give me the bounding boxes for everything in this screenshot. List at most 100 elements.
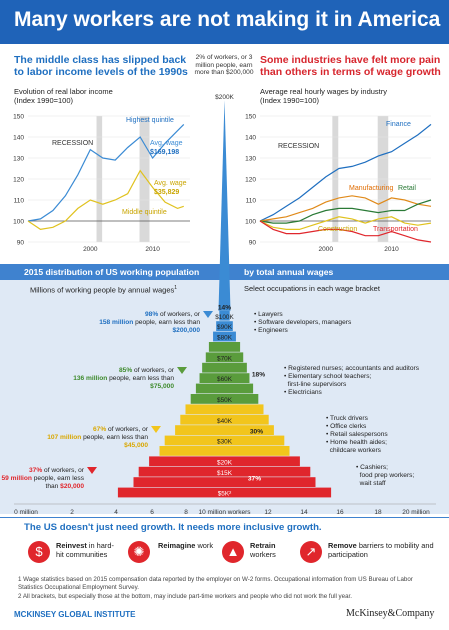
inclusive-title: The US doesn't just need growth. It need… — [24, 522, 322, 533]
occupation-item: • Truck drivers — [326, 415, 368, 422]
series-line-highest-quintile — [27, 123, 185, 222]
pyramid-x-tick: 8 — [184, 509, 188, 516]
pyramid-top-label: $200K — [215, 94, 234, 101]
callout-85-rest: people, earn less than — [107, 375, 174, 382]
pyramid-tick-label: $80K — [217, 335, 233, 342]
pyramid-bar — [149, 456, 300, 467]
y-tick-label: 100 — [245, 219, 256, 226]
pyramid-bar — [164, 435, 285, 446]
pyramid-tick-label: $40K — [217, 418, 233, 425]
occupations-80k-200k: • Lawyers • Software developers, manager… — [254, 311, 351, 335]
left-chart-index-note: (Index 1990=100) — [14, 96, 74, 105]
callout-85-amt: $75,000 — [150, 383, 174, 390]
x-tick-label: 2010 — [384, 246, 399, 253]
occupation-text: Home health aides; — [330, 439, 387, 446]
pyramid-tick-label: $50K — [217, 397, 233, 404]
occupation-item: • Engineers — [254, 327, 288, 334]
occupation-text: wait staff — [359, 480, 386, 487]
occupation-item: • Lawyers — [254, 311, 283, 318]
callout-98: 98% of workers, or 158 million people, e… — [82, 311, 200, 335]
x-tick-label: 2000 — [83, 246, 98, 253]
divider — [0, 517, 449, 518]
pyramid-bar — [185, 404, 264, 415]
series-line-finance — [259, 123, 432, 222]
pyramid-tick-label: $15K — [217, 470, 233, 477]
left-chart-caption: Evolution of real labor income — [14, 87, 113, 96]
right-recession-label: RECESSION — [278, 143, 320, 150]
occupation-text: first-line supervisors — [287, 381, 347, 388]
pyramid-x-tick: 16 — [336, 509, 344, 516]
callout-37-rest: people, earn less than — [31, 475, 84, 490]
pyramid-x-tick: 12 — [264, 509, 272, 516]
occupation-text: Lawyers — [258, 311, 283, 318]
inclusive-item-bold: Reimagine — [158, 541, 196, 550]
series-line-transportation — [259, 220, 432, 243]
pyramid-tick-label: $60K — [217, 376, 233, 383]
callout-marker-icon — [203, 311, 213, 318]
pyramid-bar — [138, 466, 311, 477]
callout-98-pct: 98% — [145, 311, 159, 318]
occupation-text: Registered nurses; accountants and audit… — [288, 365, 419, 372]
arrows-icon: ↗ — [300, 541, 322, 563]
retail-label: Retail — [398, 185, 416, 192]
construction-label: Construction — [318, 226, 358, 233]
callout-37-pct: 37% — [29, 467, 43, 474]
pyramid-bar — [205, 352, 244, 363]
footnote-2: 2 All brackets, but especially those at … — [18, 593, 352, 600]
middle-quintile-label: Middle quintile — [122, 209, 167, 216]
right-chart-index-note: (Index 1990=100) — [260, 96, 320, 105]
inclusive-item-retrain: Retrain workers — [250, 541, 302, 559]
right-line-chart: 90 100 110 120 130 140 150 2000 2010 — [245, 114, 432, 253]
avg-wage-mid-label: Avg. wage — [154, 180, 187, 187]
callout-85-of: of workers, or — [132, 367, 174, 374]
callout-marker-icon — [151, 426, 161, 433]
callout-98-amt: $200,000 — [172, 327, 200, 334]
occupation-text: childcare workers — [329, 447, 381, 454]
inclusive-item-reimagine: Reimagine work — [158, 541, 214, 550]
pyramid-band-left-title: 2015 distribution of US working populati… — [24, 267, 200, 277]
occupation-item: • Registered nurses; accountants and aud… — [284, 365, 419, 372]
pyramid-tick-label: $20K — [217, 459, 233, 466]
avg-wage-mid-value: $35,829 — [154, 189, 180, 196]
pyramid-tick-label: $90K — [217, 324, 233, 331]
occupation-text: Office clerks — [330, 423, 367, 430]
series-line-middle-quintile — [27, 169, 184, 231]
top-earners-note: 2% of workers, or 3 million people, earn… — [194, 54, 254, 77]
x-tick-label: 2010 — [145, 246, 160, 253]
segment-percent-label: 18% — [252, 371, 265, 378]
pyramid-bar — [159, 446, 290, 456]
finance-label: Finance — [386, 121, 411, 128]
occupation-item: • Retail salespersons — [326, 431, 388, 438]
pyramid-x-tick: 20 million — [402, 509, 430, 516]
pyramid-bar — [208, 342, 241, 352]
callout-85-num: 136 million — [73, 375, 108, 382]
pyramid-x-tick: 6 — [150, 509, 154, 516]
callout-marker-icon — [87, 467, 97, 474]
left-subtitle: The middle class has slipped back to lab… — [14, 54, 188, 78]
pyramid-bar — [216, 321, 233, 331]
callout-37: 37% of workers, or 59 million people, ea… — [0, 467, 84, 491]
dollar-icon: $ — [28, 541, 50, 563]
pyramid-x-tick: 4 — [114, 509, 118, 516]
pyramid-x-tick: 0 million — [14, 509, 38, 516]
occupation-text: food prep workers; — [359, 472, 415, 479]
inclusive-item-bold: Retrain — [250, 541, 276, 550]
avg-wage-high-value: $169,198 — [150, 149, 180, 156]
pyramid-left-subtitle-text: Millions of working people by annual wag… — [30, 285, 175, 295]
page-title: Many workers are not making it in Americ… — [14, 8, 441, 31]
callout-85-pct: 85% — [119, 367, 133, 374]
occupation-item: • Cashiers; — [356, 464, 388, 471]
callout-85: 85% of workers, or 136 million people, e… — [62, 367, 174, 391]
pyramid-band-right-title: by total annual wages — [244, 267, 334, 277]
y-tick-label: 110 — [14, 198, 25, 205]
y-tick-label: 120 — [13, 177, 24, 184]
segment-percent-label: 37% — [248, 475, 261, 482]
pyramid-bar — [202, 362, 247, 373]
left-line-chart: 90 100 110 120 130 140 150 2000 2010 — [13, 114, 190, 253]
pyramid-x-tick: 14 — [300, 509, 308, 516]
pyramid-left-subtitle-sup: 1 — [174, 285, 178, 291]
callout-67-pct: 67% — [93, 426, 107, 433]
occupations-5k-20k: • Cashiers; food prep workers; wait staf… — [356, 464, 414, 488]
graduation-cap-icon: ▲ — [222, 541, 244, 563]
occupations-25k-45k: • Truck drivers • Office clerks • Retail… — [326, 415, 388, 455]
